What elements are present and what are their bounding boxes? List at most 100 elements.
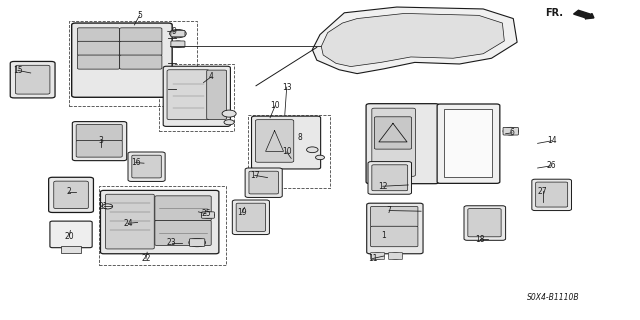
Bar bbox=[159, 64, 234, 131]
FancyBboxPatch shape bbox=[77, 55, 120, 69]
FancyBboxPatch shape bbox=[202, 212, 214, 218]
Text: 15: 15 bbox=[13, 66, 23, 75]
FancyBboxPatch shape bbox=[371, 206, 418, 227]
FancyBboxPatch shape bbox=[232, 200, 269, 235]
Circle shape bbox=[170, 29, 186, 38]
Text: 5: 5 bbox=[137, 11, 142, 20]
FancyBboxPatch shape bbox=[155, 220, 211, 245]
Text: 12: 12 bbox=[378, 182, 387, 191]
FancyBboxPatch shape bbox=[366, 104, 439, 184]
FancyBboxPatch shape bbox=[77, 41, 120, 55]
FancyBboxPatch shape bbox=[252, 116, 321, 169]
FancyArrow shape bbox=[573, 10, 594, 19]
Text: 25: 25 bbox=[201, 209, 211, 218]
Text: 27: 27 bbox=[538, 187, 548, 196]
FancyBboxPatch shape bbox=[171, 41, 185, 47]
Text: 1: 1 bbox=[381, 231, 387, 240]
Circle shape bbox=[189, 238, 205, 247]
FancyBboxPatch shape bbox=[10, 61, 55, 98]
FancyBboxPatch shape bbox=[72, 122, 127, 161]
FancyBboxPatch shape bbox=[120, 55, 162, 69]
Text: 4: 4 bbox=[209, 72, 214, 81]
Text: 24: 24 bbox=[123, 219, 133, 228]
FancyBboxPatch shape bbox=[503, 127, 518, 135]
FancyBboxPatch shape bbox=[371, 226, 418, 247]
FancyBboxPatch shape bbox=[371, 252, 385, 260]
Text: 19: 19 bbox=[237, 208, 247, 217]
Text: 18: 18 bbox=[476, 235, 484, 244]
Text: 17: 17 bbox=[250, 171, 260, 180]
Bar bbox=[69, 21, 197, 106]
Text: 22: 22 bbox=[141, 254, 150, 263]
FancyBboxPatch shape bbox=[100, 190, 219, 254]
FancyBboxPatch shape bbox=[236, 203, 266, 231]
FancyBboxPatch shape bbox=[388, 252, 403, 260]
FancyBboxPatch shape bbox=[207, 70, 227, 119]
Text: 26: 26 bbox=[547, 161, 557, 170]
Bar bbox=[61, 246, 81, 253]
FancyBboxPatch shape bbox=[171, 30, 185, 37]
FancyBboxPatch shape bbox=[120, 28, 162, 42]
FancyBboxPatch shape bbox=[76, 124, 122, 141]
Text: 10: 10 bbox=[282, 148, 292, 156]
FancyBboxPatch shape bbox=[468, 209, 501, 237]
Text: 2: 2 bbox=[67, 188, 72, 196]
Circle shape bbox=[371, 253, 384, 259]
Circle shape bbox=[307, 147, 318, 153]
FancyBboxPatch shape bbox=[72, 23, 172, 97]
FancyBboxPatch shape bbox=[367, 203, 423, 254]
FancyBboxPatch shape bbox=[106, 194, 154, 249]
Polygon shape bbox=[321, 13, 504, 67]
Text: 14: 14 bbox=[547, 136, 557, 145]
FancyBboxPatch shape bbox=[372, 108, 415, 176]
Circle shape bbox=[389, 253, 402, 259]
Bar bbox=[248, 115, 330, 188]
FancyBboxPatch shape bbox=[15, 65, 50, 94]
Text: 21: 21 bbox=[99, 202, 108, 211]
FancyBboxPatch shape bbox=[163, 66, 230, 126]
FancyBboxPatch shape bbox=[54, 181, 88, 209]
FancyBboxPatch shape bbox=[189, 239, 205, 246]
FancyBboxPatch shape bbox=[464, 206, 506, 240]
Text: 6: 6 bbox=[509, 128, 515, 137]
FancyBboxPatch shape bbox=[132, 155, 161, 178]
Text: 8: 8 bbox=[297, 133, 302, 142]
Polygon shape bbox=[312, 7, 517, 74]
Bar bbox=[381, 23, 397, 29]
FancyBboxPatch shape bbox=[536, 182, 568, 207]
Circle shape bbox=[102, 204, 113, 209]
FancyBboxPatch shape bbox=[437, 104, 500, 183]
Circle shape bbox=[316, 155, 324, 160]
Bar bbox=[99, 186, 226, 265]
FancyBboxPatch shape bbox=[532, 179, 572, 211]
FancyBboxPatch shape bbox=[372, 165, 408, 191]
FancyBboxPatch shape bbox=[128, 152, 165, 181]
FancyBboxPatch shape bbox=[167, 70, 209, 120]
FancyBboxPatch shape bbox=[374, 117, 412, 149]
Text: 9: 9 bbox=[172, 28, 177, 36]
Text: 11: 11 bbox=[368, 254, 377, 263]
Text: FR.: FR. bbox=[545, 8, 563, 19]
Bar bbox=[362, 23, 378, 29]
Text: 20: 20 bbox=[64, 232, 74, 241]
Text: 16: 16 bbox=[131, 158, 141, 167]
Bar bbox=[410, 32, 421, 41]
Circle shape bbox=[503, 127, 518, 135]
Bar bbox=[444, 109, 492, 177]
FancyBboxPatch shape bbox=[76, 140, 122, 157]
Text: 23: 23 bbox=[166, 238, 177, 247]
FancyBboxPatch shape bbox=[155, 196, 211, 221]
FancyBboxPatch shape bbox=[120, 41, 162, 55]
Text: 10: 10 bbox=[270, 101, 280, 110]
Circle shape bbox=[224, 120, 234, 125]
FancyBboxPatch shape bbox=[49, 177, 93, 212]
FancyBboxPatch shape bbox=[249, 171, 278, 194]
Text: 7: 7 bbox=[387, 206, 392, 215]
FancyBboxPatch shape bbox=[255, 120, 294, 162]
FancyBboxPatch shape bbox=[50, 221, 92, 248]
Circle shape bbox=[202, 212, 214, 218]
Text: 3: 3 bbox=[99, 136, 104, 145]
Circle shape bbox=[172, 41, 184, 47]
Circle shape bbox=[222, 110, 236, 117]
FancyBboxPatch shape bbox=[368, 162, 412, 194]
